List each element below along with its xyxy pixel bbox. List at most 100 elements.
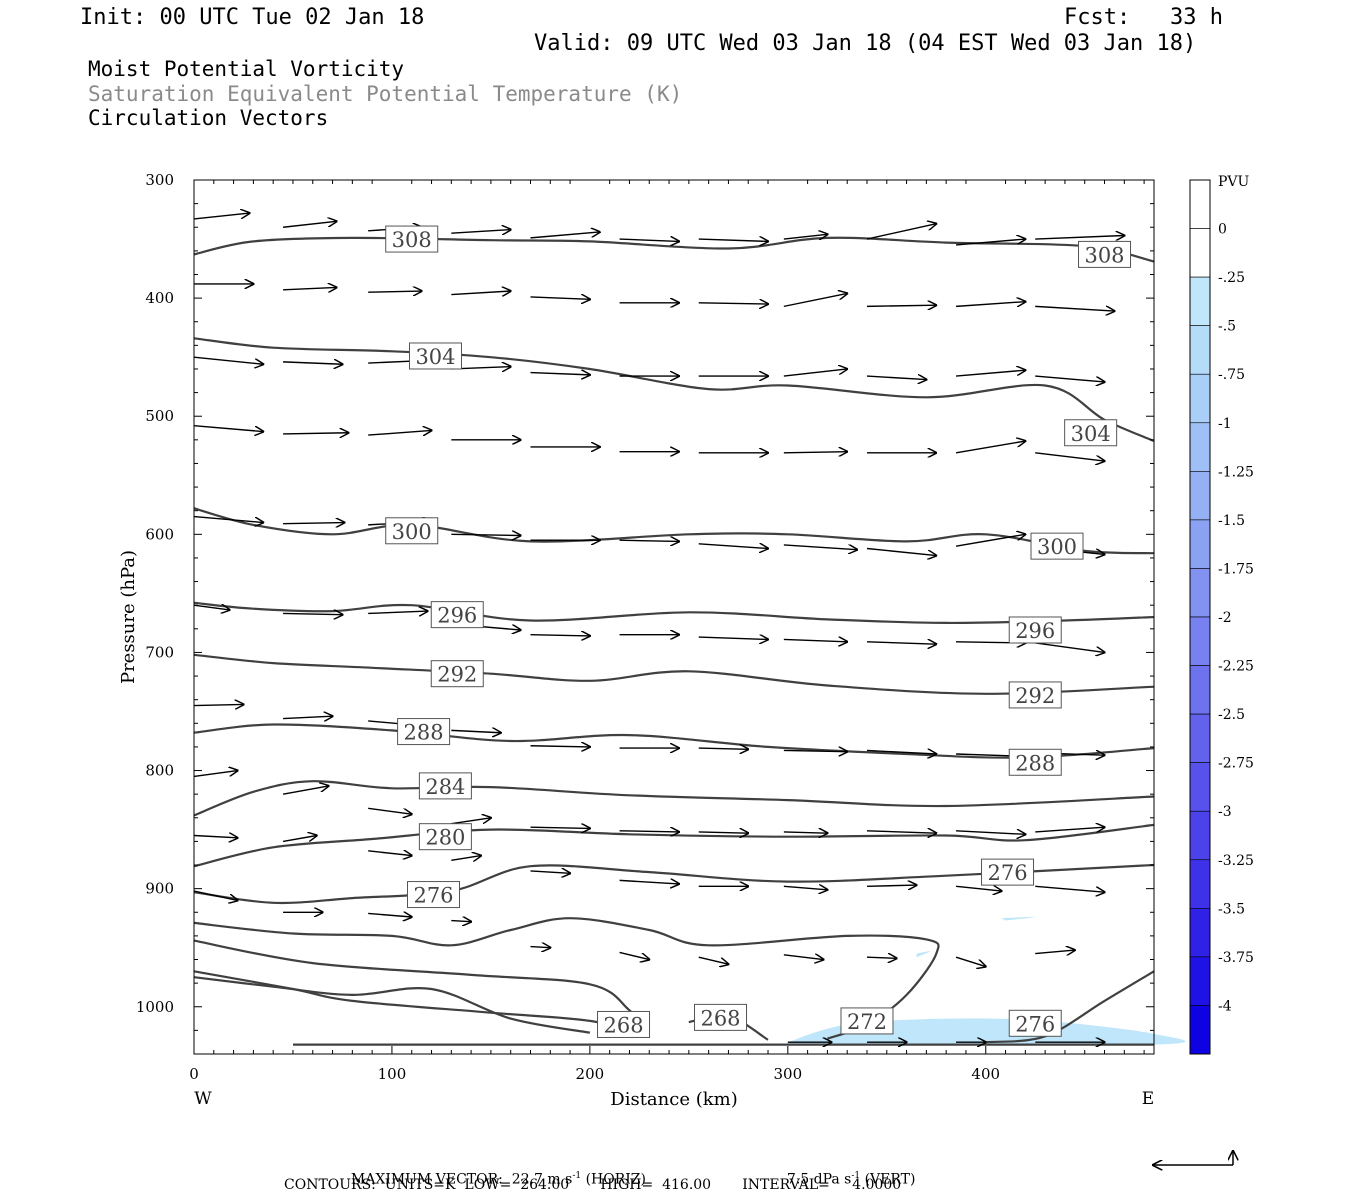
contour-288-5 (193, 723, 1155, 759)
y-tick-label-4: 700 (145, 643, 174, 661)
contour-label-1: 308 (392, 228, 432, 252)
vector-4-6 (698, 544, 768, 549)
y-tick-label-0: 300 (145, 171, 174, 189)
contour-292-4 (193, 653, 1155, 695)
contour-label-box-10 (1008, 681, 1062, 709)
vector-2-9 (956, 370, 1025, 377)
x-tick-label-2: 200 (576, 1065, 605, 1083)
vector-6-6 (698, 748, 748, 749)
x-end-label-west: W (194, 1089, 212, 1109)
contour-label-19: 268 (700, 1006, 740, 1030)
colorbar-cell-2 (1189, 276, 1211, 326)
contour-label-7: 296 (437, 604, 477, 628)
vector-2-0 (193, 356, 263, 364)
y-tick-label-1: 400 (145, 289, 174, 307)
contour-308-0 (193, 236, 1155, 263)
contour-272-9 (193, 917, 940, 1040)
vector-7-8 (866, 831, 936, 833)
vector-4-0 (193, 515, 263, 523)
vector-8-3 (451, 856, 481, 861)
vector-8-9 (955, 886, 1002, 891)
plot-frame (193, 179, 1155, 1055)
colorbar-cell-4 (1189, 373, 1211, 424)
vector-1-10 (1035, 305, 1114, 311)
colorbar-cell-1 (1189, 228, 1211, 278)
vector-6-7 (783, 750, 847, 751)
vector-9-2 (368, 913, 412, 917)
colorbar-cell-17 (1189, 1005, 1211, 1055)
vector-4-1 (283, 523, 344, 524)
contour-264-11 (193, 970, 650, 1038)
vector-4-9 (955, 534, 1025, 547)
contour-label-10: 292 (1015, 684, 1055, 708)
vector-1-9 (956, 302, 1025, 307)
contour-label-box-11 (397, 718, 451, 746)
vector-8-2 (368, 851, 412, 856)
vector-4-3 (451, 534, 520, 535)
field-label-theta-es: Saturation Equivalent Potential Temperat… (88, 82, 683, 106)
vector-8-8 (866, 885, 916, 886)
vector-3-0 (193, 424, 263, 432)
contour-label-6: 300 (1037, 535, 1077, 559)
vector-7-5 (619, 831, 679, 832)
contour-304-1 (193, 337, 1155, 443)
colorbar-label-15: -3.75 (1218, 950, 1254, 966)
colorbar-title: PVU (1218, 174, 1250, 190)
contour-label-box-20 (1008, 1009, 1062, 1037)
vector-0-8 (866, 224, 936, 240)
colorbar-cell-10 (1189, 665, 1211, 715)
vector-8-1 (282, 836, 317, 843)
vector-7-6 (698, 832, 748, 833)
reference-vector (1153, 1151, 1233, 1165)
vector-5-4 (530, 635, 589, 636)
vector-1-2 (368, 291, 421, 292)
horiz-unit: (HORIZ) (585, 1171, 646, 1188)
vector-0-1 (282, 221, 336, 228)
contour-280-7 (193, 823, 1155, 868)
vert-unit: (VERT) (864, 1171, 916, 1188)
contour-label-box-15 (407, 881, 461, 909)
vector-0-3 (451, 230, 510, 234)
y-tick-label-5: 800 (145, 762, 174, 780)
colorbar-cell-8 (1189, 568, 1211, 618)
colorbar-cell-12 (1189, 762, 1211, 812)
vector-7-4 (530, 827, 589, 828)
vector-0-10 (1035, 236, 1124, 240)
circulation-vectors (193, 213, 1124, 1042)
vector-1-3 (451, 291, 510, 295)
contour-label-box-5 (385, 517, 439, 545)
contour-label-18: 268 (603, 1013, 643, 1037)
colorbar-cell-13 (1189, 810, 1211, 861)
vector-9-3 (451, 921, 471, 922)
colorbar-cell-7 (1189, 519, 1211, 569)
colorbar-cell-0 (1189, 179, 1211, 229)
colorbar-label-7: -1.75 (1218, 561, 1254, 577)
x-tick-label-0: 0 (189, 1065, 199, 1083)
colorbar-label-5: -1.25 (1218, 464, 1254, 480)
vector-8-4 (530, 871, 570, 873)
vector-0-9 (956, 239, 1025, 246)
colorbar-frame (1189, 179, 1211, 1055)
contour-label-box-1 (385, 225, 439, 253)
vector-9-7 (783, 955, 824, 960)
colorbar-label-8: -2 (1218, 610, 1232, 626)
footer-contours: CONTOURS: UNITS=K LOW= 264.00 HIGH= 416.… (284, 1177, 902, 1193)
axes: 0 100 200 300 400 300 400 500 600 700 800 900 1000 (136, 171, 1154, 1083)
vector-7-10 (1035, 827, 1104, 832)
vector-9-0 (193, 890, 238, 900)
vector-3-9 (955, 441, 1025, 454)
x-axis-title: Distance (km) (610, 1089, 737, 1110)
contour-label-box-16 (981, 858, 1035, 886)
colorbar-label-9: -2.25 (1218, 659, 1254, 675)
vector-1-4 (530, 297, 589, 299)
max-vector-vert: 7.5 dPa s (786, 1171, 852, 1188)
vector-4-5 (619, 540, 679, 541)
vector-2-10 (1035, 375, 1104, 382)
contour-label-box-18 (597, 1010, 651, 1038)
colorbar-cell-15 (1189, 908, 1211, 958)
mpv-shade-2 (1001, 916, 1036, 921)
mpv-shade-1 (916, 951, 931, 958)
footer-max-vector-vert: 7.5 dPa s-1 (VERT) (778, 1158, 916, 1188)
vector-5-8 (866, 642, 936, 644)
